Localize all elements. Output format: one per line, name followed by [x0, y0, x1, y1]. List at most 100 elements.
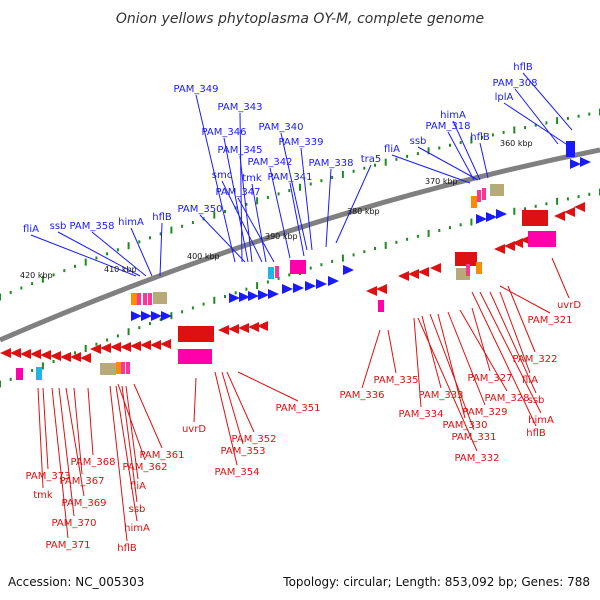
- tick-mark: [352, 253, 355, 257]
- reverse-gene-label: fliA: [522, 375, 538, 386]
- reverse-gene-label: fliA: [130, 481, 146, 492]
- scale-label: 360 kbp: [500, 139, 533, 148]
- tick-mark: [224, 210, 226, 213]
- forward-gene-arrow: [570, 159, 581, 169]
- forward-gene-arrow: [486, 212, 497, 222]
- leader-line: [58, 387, 75, 517]
- tick-mark: [416, 152, 419, 156]
- tick-mark: [556, 117, 559, 125]
- leader-line: [489, 291, 537, 394]
- forward-gene-label: hflB: [152, 212, 172, 223]
- leader-line: [269, 167, 291, 259]
- leader-line: [503, 102, 567, 145]
- rrna-block: [153, 292, 167, 304]
- reverse-gene-arrow: [408, 269, 419, 279]
- trna-block: [121, 362, 125, 374]
- leader-line: [51, 387, 69, 539]
- tick-mark: [74, 264, 76, 268]
- forward-gene-arrow: [316, 279, 327, 289]
- tick-mark: [127, 328, 130, 336]
- tick-mark: [545, 202, 548, 206]
- reverse-gene-arrow: [90, 344, 101, 354]
- leader-line: [65, 387, 85, 497]
- tick-mark: [384, 158, 387, 166]
- forward-gene-arrow: [161, 311, 172, 321]
- forward-gene-label: PAM_347: [216, 187, 261, 198]
- reverse-gene-arrow: [50, 351, 61, 361]
- tick-mark: [234, 291, 237, 295]
- reverse-gene-arrow: [504, 241, 515, 251]
- tick-mark: [106, 252, 109, 256]
- tick-mark: [491, 133, 494, 137]
- tick-mark: [9, 377, 12, 381]
- reverse-gene-arrow: [20, 349, 31, 359]
- reverse-gene-arrow: [554, 211, 565, 221]
- forward-gene-label: PAM_350: [178, 204, 223, 215]
- tick-mark: [395, 157, 398, 161]
- reverse-gene-arrow: [418, 267, 429, 277]
- tick-mark: [406, 237, 409, 241]
- forward-gene-arrow: [343, 265, 354, 275]
- tick-mark: [524, 207, 526, 211]
- reverse-gene-arrow: [120, 342, 131, 352]
- leader-line: [429, 313, 475, 431]
- trna-block: [148, 293, 152, 305]
- tick-mark: [95, 256, 98, 260]
- tick-mark: [277, 192, 280, 196]
- reverse-gene-label: PAM_331: [452, 432, 497, 443]
- tick-mark: [341, 170, 344, 178]
- leader-line: [361, 329, 381, 389]
- tick-mark: [341, 254, 344, 262]
- cyan-feature: [268, 267, 274, 279]
- forward-gene-label: PAM_339: [279, 137, 324, 148]
- scale-label: 380 kbp: [347, 207, 380, 216]
- tick-mark: [502, 130, 505, 134]
- reverse-gene-label: tmk: [33, 490, 53, 501]
- reverse-gene-label: PAM_329: [463, 407, 508, 418]
- rna-block: [290, 260, 306, 274]
- leader-line: [125, 385, 139, 480]
- tick-mark: [438, 229, 441, 232]
- reverse-gene-label: PAM_371: [46, 540, 91, 551]
- reverse-gene-label: PAM_352: [232, 434, 277, 445]
- tick-mark: [566, 116, 569, 120]
- tick-mark: [459, 223, 462, 227]
- forward-gene-label: PAM_338: [309, 158, 354, 169]
- forward-gene-label: lplA: [495, 92, 514, 103]
- leader-line: [214, 371, 238, 466]
- leader-line: [117, 383, 146, 461]
- feature-layer: [0, 141, 591, 380]
- forward-gene-label: ssb: [50, 221, 67, 232]
- tick-mark: [524, 126, 526, 130]
- leader-line: [507, 285, 536, 353]
- tick-mark: [288, 189, 291, 193]
- forward-gene-arrow: [141, 311, 152, 321]
- reverse-gene-label: PAM_351: [276, 403, 321, 414]
- leader-line: [73, 387, 83, 475]
- tick-mark: [588, 192, 591, 196]
- leader-line: [437, 313, 466, 419]
- tick-mark: [449, 226, 451, 230]
- leader-line: [193, 377, 197, 423]
- tick-mark: [127, 242, 130, 250]
- reverse-gene-arrow: [0, 348, 11, 358]
- tick-mark: [149, 322, 151, 326]
- tick-mark: [577, 195, 580, 199]
- reverse-gene-label: PAM_335: [374, 375, 419, 386]
- leader-line: [237, 371, 299, 402]
- leader-line: [551, 257, 570, 299]
- reverse-gene-arrow: [40, 350, 51, 360]
- leader-line: [239, 155, 253, 263]
- leader-line: [237, 197, 275, 263]
- leader-line: [223, 137, 249, 263]
- tick-mark: [202, 302, 205, 306]
- reverse-gene-arrow: [70, 352, 81, 362]
- leader-line: [391, 154, 471, 184]
- leader-line: [37, 387, 44, 489]
- leader-line: [91, 231, 147, 277]
- tick-mark: [266, 195, 269, 199]
- tick-mark: [406, 154, 409, 158]
- forward-gene-arrow: [248, 291, 259, 301]
- forward-gene-label: hflB: [470, 132, 490, 143]
- leader-line: [239, 112, 243, 263]
